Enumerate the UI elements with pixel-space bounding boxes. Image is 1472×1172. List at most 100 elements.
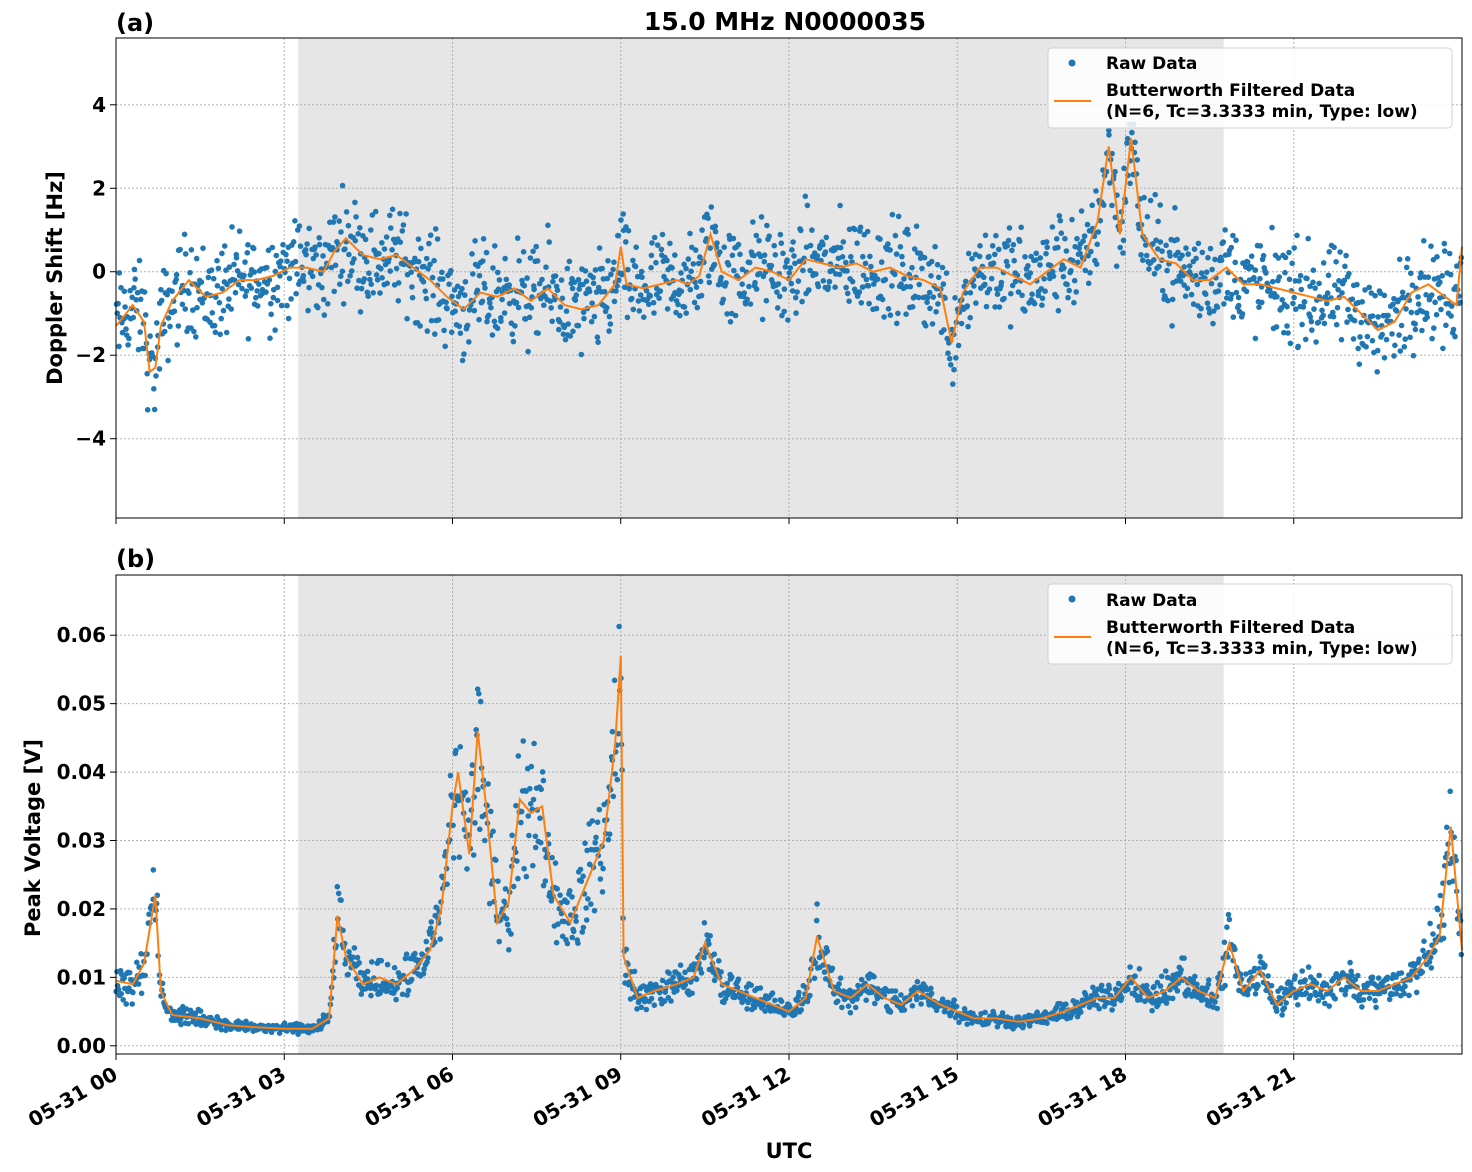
raw-data-point (253, 294, 259, 301)
raw-data-point (1141, 194, 1147, 201)
raw-data-point (1320, 312, 1326, 319)
raw-data-point (909, 304, 916, 310)
raw-data-point (1358, 319, 1364, 326)
raw-data-point (909, 264, 915, 271)
raw-data-point (854, 240, 860, 246)
raw-data-point (374, 277, 381, 283)
raw-data-point (208, 267, 215, 273)
raw-data-point (357, 309, 364, 315)
raw-data-point (134, 959, 140, 966)
raw-data-point (1028, 253, 1034, 260)
raw-data-point (1320, 994, 1326, 1001)
raw-data-point (659, 977, 666, 984)
y-ticks-a: −4 −2 0 2 4 (75, 93, 116, 451)
raw-data-point (1150, 241, 1156, 247)
raw-data-point (992, 304, 998, 310)
raw-data-point (739, 266, 746, 273)
raw-data-point (320, 253, 326, 259)
raw-data-point (1431, 325, 1437, 331)
raw-data-point (670, 974, 676, 980)
raw-data-point (678, 975, 685, 981)
raw-data-point (495, 878, 501, 884)
raw-data-point (1012, 1023, 1018, 1030)
raw-data-point (591, 313, 598, 320)
raw-data-point (747, 301, 754, 307)
raw-data-point (1025, 263, 1031, 269)
raw-data-point (727, 319, 734, 325)
raw-data-point (339, 182, 346, 189)
raw-data-point (673, 309, 679, 316)
raw-data-point (1372, 292, 1378, 299)
x-tick-label: 05-31 12 (697, 1062, 795, 1132)
raw-data-point (1276, 274, 1283, 280)
raw-data-point (1364, 333, 1371, 340)
raw-data-point (751, 252, 757, 259)
raw-data-point (236, 228, 243, 234)
raw-data-point (219, 250, 225, 257)
raw-data-point (585, 896, 591, 902)
raw-data-point (556, 318, 563, 325)
raw-data-point (781, 286, 788, 292)
raw-data-point (449, 293, 455, 300)
raw-data-point (1027, 270, 1034, 276)
raw-data-point (583, 917, 590, 923)
raw-data-point (1140, 257, 1146, 264)
raw-data-point (1326, 249, 1332, 255)
raw-data-point (1094, 241, 1100, 248)
raw-data-point (408, 269, 415, 276)
raw-data-point (943, 270, 950, 276)
raw-data-point (868, 263, 874, 270)
raw-data-point (345, 222, 352, 229)
raw-data-point (296, 223, 303, 229)
raw-data-point (403, 211, 409, 217)
raw-data-point (1049, 224, 1056, 230)
raw-data-point (535, 330, 541, 337)
raw-data-point (444, 305, 450, 312)
raw-data-point (1107, 180, 1113, 186)
raw-data-point (173, 276, 179, 283)
raw-data-point (347, 273, 353, 279)
raw-data-point (177, 1016, 184, 1023)
raw-data-point (423, 938, 430, 945)
raw-data-point (1385, 312, 1391, 319)
raw-data-point (939, 264, 946, 271)
raw-data-point (1222, 982, 1228, 989)
raw-data-point (1426, 959, 1433, 965)
raw-data-point (1282, 269, 1288, 276)
raw-data-point (982, 1009, 988, 1016)
raw-data-point (677, 312, 683, 319)
filtered-line-b (115, 655, 1463, 1030)
raw-data-point (653, 259, 659, 266)
raw-data-point (635, 298, 642, 304)
raw-data-point (781, 1012, 788, 1018)
raw-data-point (423, 295, 430, 302)
raw-data-point (573, 918, 579, 924)
raw-data-point (428, 919, 435, 925)
raw-data-point (526, 832, 532, 839)
raw-data-point (1085, 280, 1092, 287)
raw-data-point (550, 278, 556, 285)
raw-data-point (278, 258, 284, 264)
raw-data-point (1324, 290, 1331, 296)
raw-data-point (558, 277, 565, 283)
raw-data-point (835, 255, 842, 262)
raw-data-point (506, 282, 512, 288)
raw-data-point (1372, 997, 1378, 1004)
raw-data-point (788, 280, 795, 287)
raw-data-point (1448, 303, 1455, 309)
raw-data-point (133, 297, 139, 303)
raw-data-point (1313, 339, 1319, 345)
raw-data-point (806, 287, 812, 293)
raw-data-point (624, 314, 631, 321)
raw-data-point (465, 797, 471, 803)
raw-data-point (687, 286, 694, 293)
legend-label-filtered-b: Butterworth Filtered Data (1106, 618, 1355, 638)
raw-data-point (596, 245, 603, 251)
raw-data-point (345, 278, 351, 285)
raw-data-point (1294, 232, 1300, 239)
raw-data-point (1444, 824, 1450, 831)
raw-data-point (654, 242, 661, 248)
raw-data-point (426, 240, 432, 247)
raw-data-point (953, 355, 959, 361)
